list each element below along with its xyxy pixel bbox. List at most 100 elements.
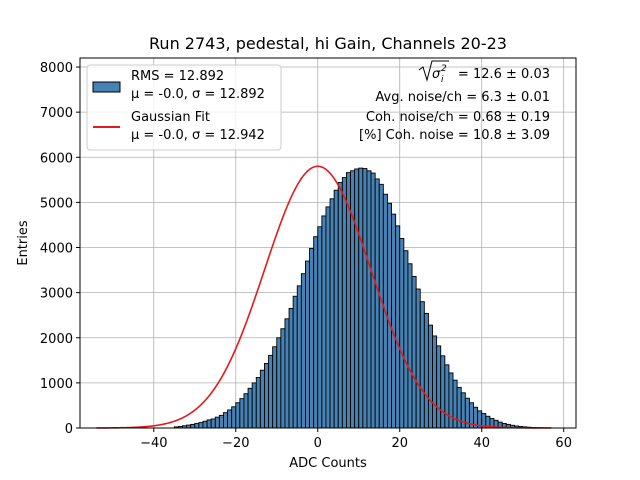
histogram-bar (452, 379, 458, 429)
histogram-bar (448, 372, 454, 429)
histogram-bar (399, 238, 405, 429)
x-tick-label: 20 (391, 436, 408, 451)
histogram-bar (202, 420, 208, 429)
x-axis-label: ADC Counts (289, 456, 367, 471)
histogram-bar (317, 226, 323, 429)
histogram-bar (423, 312, 429, 429)
y-tick-label: 0 (65, 422, 73, 437)
histogram-bar (370, 172, 376, 429)
histogram-bar (309, 247, 315, 429)
histogram-bar (358, 167, 364, 429)
legend-histogram-swatch (92, 81, 121, 93)
histogram-bar (391, 213, 397, 429)
histogram-bar (206, 419, 212, 429)
histogram-bar (354, 168, 360, 429)
histogram-bar (436, 345, 442, 429)
histogram-bar (432, 335, 438, 429)
histogram-bar (374, 178, 380, 429)
legend-fit-stats: μ = -0.0, σ = 12.942 (131, 128, 265, 143)
histogram-bar (444, 364, 450, 429)
histogram-bar (350, 170, 356, 429)
coh-percent-text: [%] Coh. noise = 10.8 ± 3.09 (359, 128, 550, 143)
histogram-bar (194, 423, 200, 429)
histogram-bar (243, 393, 249, 429)
legend-histogram-stats: μ = -0.0, σ = 12.892 (131, 87, 265, 102)
histogram-bar (407, 263, 413, 429)
histogram-bar (411, 275, 417, 429)
y-tick-label: 1000 (40, 377, 73, 392)
x-tick-label: −20 (222, 436, 249, 451)
histogram-bar (321, 215, 327, 429)
histogram-bar (247, 387, 253, 429)
histogram-bars (173, 167, 544, 429)
histogram-bar (276, 337, 282, 429)
legend-histogram-label: RMS = 12.892 (131, 69, 224, 84)
histogram-bar (218, 414, 224, 429)
histogram-bar (329, 198, 335, 429)
histogram-bar (325, 206, 331, 429)
y-tick-label: 4000 (40, 242, 73, 257)
y-tick-label: 5000 (40, 196, 73, 211)
histogram-bar (386, 202, 392, 429)
histogram-bar (272, 346, 278, 429)
coh-noise-text: Coh. noise/ch = 0.68 ± 0.19 (366, 110, 550, 125)
histogram-bar (239, 398, 245, 429)
histogram-bar (333, 189, 339, 429)
axis-ticks: −40 −20 0 20 40 60 0 1000 2000 3000 4000 5000 6000 70… (40, 61, 572, 451)
y-tick-label: 2000 (40, 332, 73, 347)
y-tick-label: 8000 (40, 61, 73, 76)
histogram-bar (362, 168, 368, 429)
x-tick-label: 40 (473, 436, 490, 451)
x-tick-label: 0 (314, 436, 322, 451)
svg-text:σ: σ (432, 67, 441, 82)
x-tick-label: 60 (555, 436, 572, 451)
histogram-bar (284, 318, 290, 429)
histogram-bar (366, 170, 372, 429)
histogram-bar (280, 328, 286, 429)
histogram-bar (440, 355, 446, 429)
legend: RMS = 12.892 μ = -0.0, σ = 12.892 Gaussi… (86, 64, 282, 151)
y-axis-label: Entries (16, 220, 31, 266)
histogram-bar (210, 418, 216, 429)
y-tick-label: 6000 (40, 151, 73, 166)
histogram-bar (227, 409, 233, 429)
histogram-bar (341, 177, 347, 429)
histogram-bar (223, 412, 229, 429)
histogram-bar (337, 182, 343, 429)
legend-fit-label: Gaussian Fit (131, 110, 210, 125)
svg-text:i: i (441, 75, 444, 85)
histogram-bar (427, 324, 433, 429)
histogram-bar (255, 377, 261, 429)
histogram-bar (419, 301, 425, 429)
histogram-bar (292, 295, 298, 429)
histogram-bar (288, 307, 294, 429)
histogram-bar (415, 288, 421, 429)
histogram-bar (456, 386, 462, 429)
y-tick-label: 7000 (40, 106, 73, 121)
histogram-bar (231, 406, 237, 429)
histogram-bar (296, 285, 302, 429)
gaussian-fit-line (96, 165, 552, 429)
chart-title: Run 2743, pedestal, hi Gain, Channels 20… (149, 34, 507, 53)
histogram-bar (198, 422, 204, 429)
histogram-bar (235, 402, 241, 429)
histogram-bar (251, 382, 257, 429)
histogram-bar (305, 260, 311, 429)
histogram-bar (300, 273, 306, 429)
x-tick-label: −40 (140, 436, 167, 451)
plot-frame (79, 57, 577, 429)
sqrt-sigma-symbol: σ 2 i (418, 60, 449, 85)
y-tick-label: 3000 (40, 287, 73, 302)
svg-text:2: 2 (441, 64, 447, 74)
noise-annotations: σ 2 i = 12.6 ± 0.03 Avg. noise/ch = 6.3 … (359, 60, 550, 143)
histogram-bar (403, 250, 409, 429)
grid (80, 58, 576, 429)
histogram-bar (214, 416, 220, 429)
histogram-bar (268, 354, 274, 429)
histogram-bar (259, 369, 265, 429)
total-noise-value: = 12.6 ± 0.03 (458, 67, 550, 82)
histogram-bar (264, 363, 270, 429)
histogram-bar (395, 225, 401, 429)
histogram-bar (190, 423, 196, 429)
